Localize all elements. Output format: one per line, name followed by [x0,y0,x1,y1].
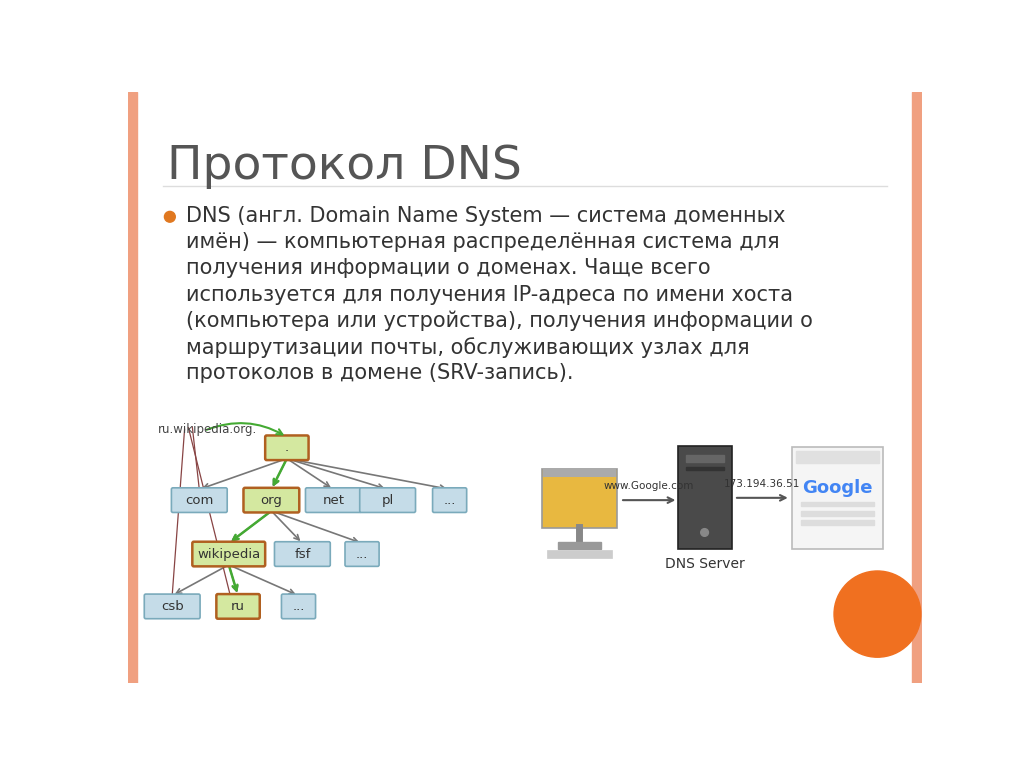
FancyBboxPatch shape [345,542,379,566]
FancyBboxPatch shape [678,446,732,549]
Text: протоколов в домене (SRV-запись).: протоколов в домене (SRV-запись). [186,363,573,383]
Text: csb: csb [161,600,183,613]
FancyBboxPatch shape [171,488,227,512]
FancyBboxPatch shape [144,594,200,619]
FancyBboxPatch shape [274,542,331,566]
Bar [801,520,874,525]
FancyBboxPatch shape [432,488,467,512]
Bar [686,456,724,462]
Circle shape [834,571,921,657]
Text: fsf: fsf [294,548,310,561]
Text: .: . [285,441,289,454]
Text: ru.wikipedia.org.: ru.wikipedia.org. [158,423,257,436]
FancyBboxPatch shape [282,594,315,619]
Text: net: net [323,494,344,507]
Text: маршрутизации почты, обслуживающих узлах для: маршрутизации почты, обслуживающих узлах… [186,337,750,357]
Text: ...: ... [356,548,369,561]
Bar [558,542,601,548]
FancyBboxPatch shape [265,436,308,460]
Text: DNS (англ. Domain Name System — система доменных: DNS (англ. Domain Name System — система … [186,206,785,226]
Bar [801,511,874,515]
Bar [128,92,137,683]
Text: имён) — компьютерная распределённая система для: имён) — компьютерная распределённая сист… [186,232,779,252]
Bar [547,550,612,558]
Text: Протокол DNS: Протокол DNS [167,144,521,189]
Text: com: com [185,494,213,507]
Text: получения информации о доменах. Чаще всего: получения информации о доменах. Чаще все… [186,258,711,278]
Text: wikipedia: wikipedia [198,548,260,561]
Bar [801,502,874,506]
Text: ru: ru [231,600,245,613]
Text: www.Google.com: www.Google.com [603,481,694,491]
Text: pl: pl [382,494,394,507]
FancyBboxPatch shape [359,488,416,512]
FancyBboxPatch shape [542,469,617,528]
FancyBboxPatch shape [305,488,361,512]
Text: org: org [260,494,283,507]
Circle shape [165,212,175,222]
FancyBboxPatch shape [216,594,260,619]
Text: используется для получения IP-адреса по имени хоста: используется для получения IP-адреса по … [186,285,794,304]
Text: (компьютера или устройства), получения информации о: (компьютера или устройства), получения и… [186,311,813,331]
Text: 173.194.36.51: 173.194.36.51 [724,479,800,489]
Bar [912,92,922,683]
Text: ...: ... [292,600,305,613]
FancyBboxPatch shape [543,469,616,477]
FancyBboxPatch shape [793,447,883,548]
Circle shape [700,528,709,536]
Bar [796,451,879,463]
Text: Google: Google [802,479,872,496]
Text: DNS Server: DNS Server [665,557,744,571]
Text: ...: ... [443,494,456,507]
FancyBboxPatch shape [193,542,265,566]
FancyBboxPatch shape [244,488,299,512]
Bar [686,467,724,470]
